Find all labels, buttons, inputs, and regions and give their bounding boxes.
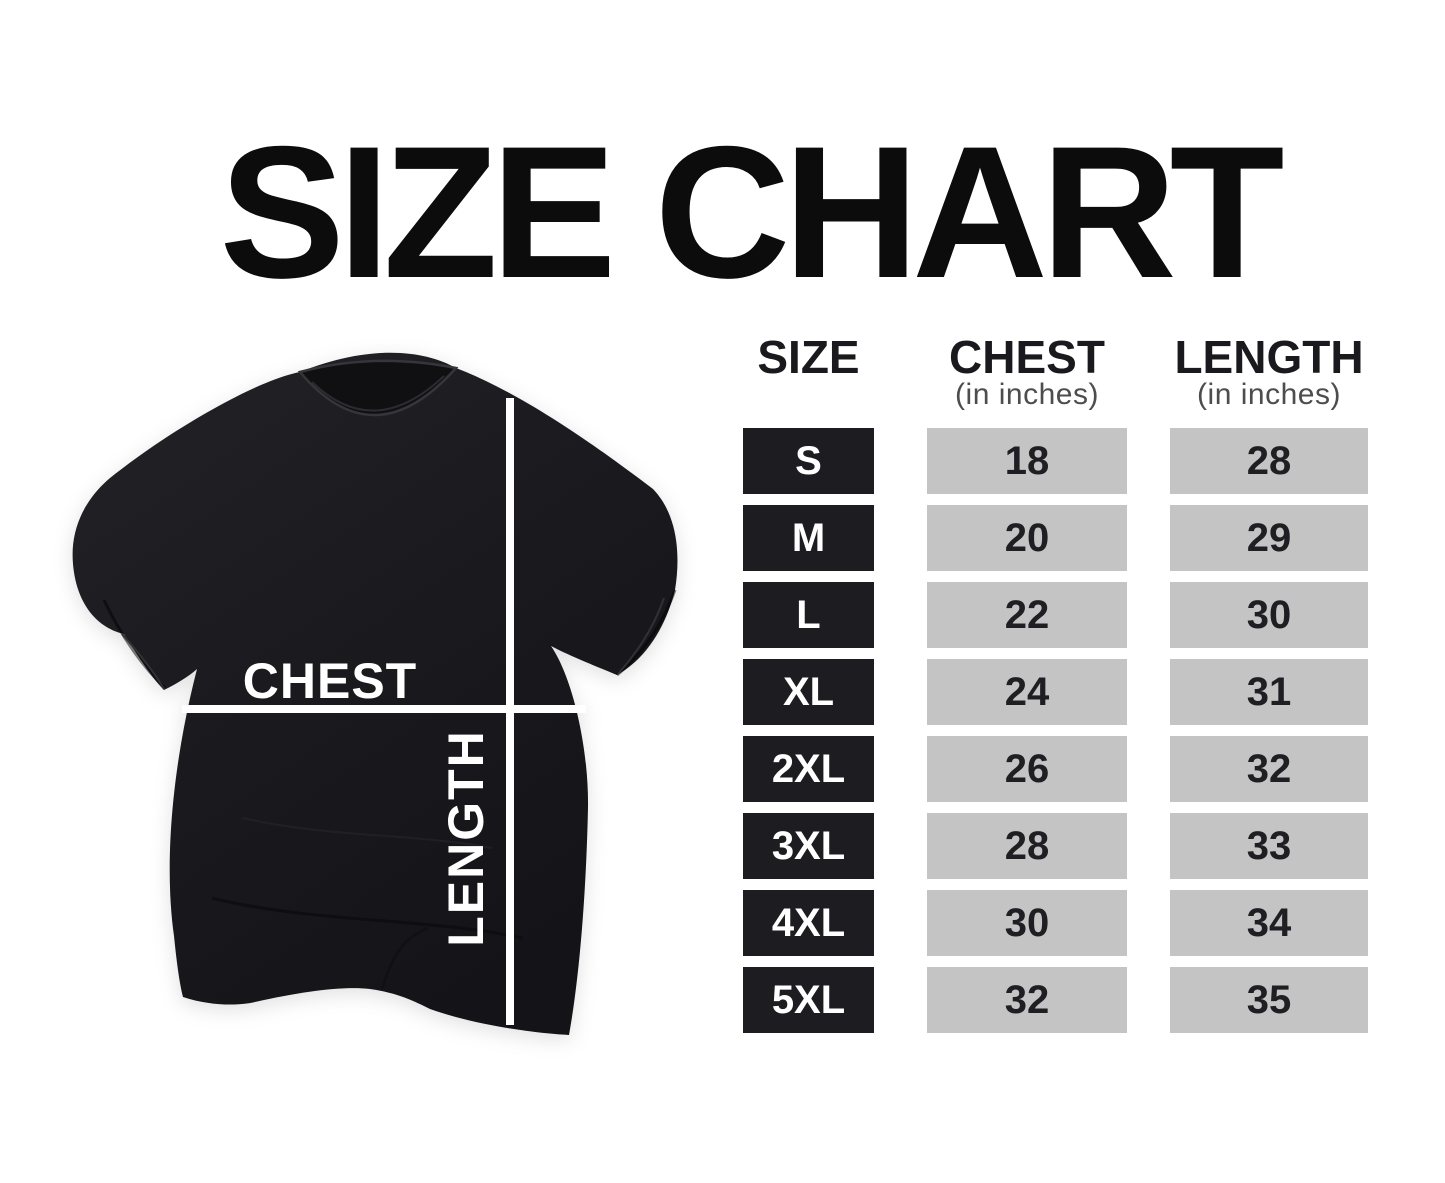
chest-label: CHEST (243, 653, 417, 709)
column-header-chest: CHEST (949, 331, 1105, 383)
size-cell-2xl: 2XL (743, 736, 874, 802)
length-cell-m: 29 (1170, 505, 1368, 571)
chest-cell-s: 18 (927, 428, 1127, 494)
chest-cell-xl: 24 (927, 659, 1127, 725)
length-cell-2xl: 32 (1170, 736, 1368, 802)
tshirt-image: CHEST LENGTH (72, 352, 678, 1035)
wrinkle-3 (380, 926, 429, 990)
size-cell-3xl: 3XL (743, 813, 874, 879)
chest-cell-3xl: 28 (927, 813, 1127, 879)
length-label: LENGTH (438, 729, 494, 947)
length-cell-5xl: 35 (1170, 967, 1368, 1033)
right-cuff-highlight (617, 597, 665, 675)
wrinkle-1 (211, 896, 523, 940)
page-title: SIZE CHART (219, 107, 1285, 317)
column-header-length: LENGTH (1174, 331, 1364, 383)
wrinkle-2 (241, 817, 493, 849)
size-cell-s: S (743, 428, 874, 494)
length-cell-3xl: 33 (1170, 813, 1368, 879)
size-cell-m: M (743, 505, 874, 571)
length-cell-s: 28 (1170, 428, 1368, 494)
size-cell-4xl: 4XL (743, 890, 874, 956)
chest-cell-4xl: 30 (927, 890, 1127, 956)
length-cell-xl: 31 (1170, 659, 1368, 725)
length-cell-l: 30 (1170, 582, 1368, 648)
column-header-size: SIZE (757, 331, 860, 383)
size-cell-l: L (743, 582, 874, 648)
chest-cell-l: 22 (927, 582, 1127, 648)
left-cuff-highlight (121, 633, 165, 690)
chest-cell-m: 20 (927, 505, 1127, 571)
length-cell-4xl: 34 (1170, 890, 1368, 956)
column-subheader-length-units: (in inches) (1197, 378, 1341, 411)
size-cell-xl: XL (743, 659, 874, 725)
chest-measure-line (182, 705, 586, 713)
tshirt-silhouette (72, 352, 678, 1035)
chest-cell-5xl: 32 (927, 967, 1127, 1033)
chest-cell-2xl: 26 (927, 736, 1127, 802)
size-cell-5xl: 5XL (743, 967, 874, 1033)
collar-band-line (311, 375, 445, 412)
column-subheader-chest-units: (in inches) (955, 378, 1099, 411)
right-cuff-fold (616, 589, 677, 677)
